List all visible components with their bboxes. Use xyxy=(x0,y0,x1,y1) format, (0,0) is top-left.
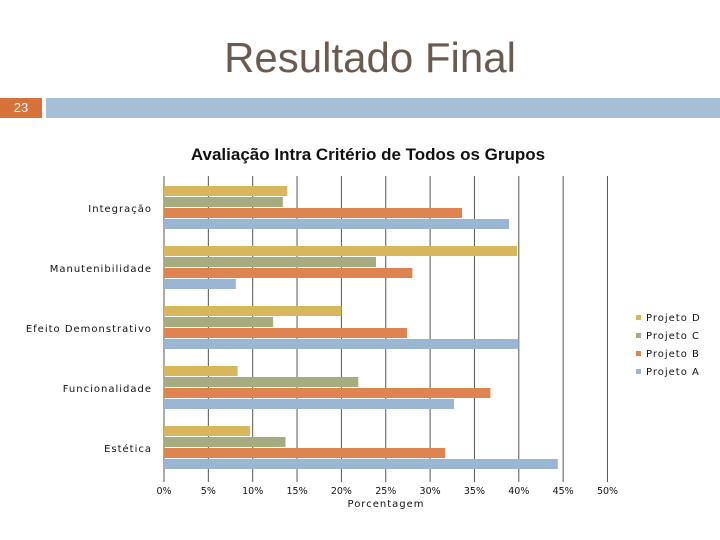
legend: Projeto D Projeto C Projeto B Projeto A xyxy=(636,313,701,378)
slide-number: 23 xyxy=(0,98,42,118)
bar xyxy=(164,268,413,278)
x-tick-label: 50% xyxy=(597,486,618,497)
bar xyxy=(164,279,236,289)
x-tick-label: 40% xyxy=(508,486,529,497)
bar xyxy=(164,459,558,469)
legend-swatch xyxy=(636,315,641,320)
x-tick-label: 35% xyxy=(464,486,485,497)
bar xyxy=(164,197,283,207)
category-label: Manutenibilidade xyxy=(50,264,152,275)
bar xyxy=(164,186,288,196)
bar xyxy=(164,377,359,387)
legend-swatch xyxy=(636,369,641,374)
bar xyxy=(164,339,519,349)
category-labels: Integração Manutenibilidade Efeito Demonst… xyxy=(26,204,152,455)
tick-labels: 0% 5% 10% 15% 20% 25% 30% 35% 40% 45% 50% xyxy=(156,486,618,497)
category-label: Efeito Demonstrativo xyxy=(26,324,152,335)
x-tick-label: 30% xyxy=(420,486,441,497)
slide-title: Resultado Final xyxy=(224,34,516,81)
legend-label: Projeto D xyxy=(646,313,701,324)
category-label: Integração xyxy=(88,204,152,215)
bar xyxy=(164,388,491,398)
category-label: Funcionalidade xyxy=(63,384,152,395)
bar xyxy=(164,328,408,338)
header-bar xyxy=(46,98,720,118)
bar xyxy=(164,257,376,267)
x-tick-label: 0% xyxy=(156,486,171,497)
legend-label: Projeto C xyxy=(646,331,700,342)
category-label: Estética xyxy=(104,443,152,455)
legend-swatch xyxy=(636,333,641,338)
x-axis-label: Porcentagem xyxy=(348,499,425,510)
bar xyxy=(164,437,286,447)
x-tick-label: 15% xyxy=(286,486,307,497)
bar xyxy=(164,317,274,327)
legend-label: Projeto B xyxy=(646,349,700,360)
x-tick-label: 5% xyxy=(201,486,216,497)
x-tick-label: 10% xyxy=(242,486,263,497)
legend-swatch xyxy=(636,351,641,356)
bar xyxy=(164,448,446,458)
bar xyxy=(164,219,510,229)
legend-label: Projeto A xyxy=(646,367,700,378)
x-tick-label: 45% xyxy=(553,486,574,497)
bar xyxy=(164,246,518,256)
chart-title: Avaliação Intra Critério de Todos os Gru… xyxy=(191,145,545,164)
x-tick-label: 25% xyxy=(375,486,396,497)
bar xyxy=(164,426,251,436)
bar xyxy=(164,208,463,218)
bars xyxy=(164,186,558,469)
bar xyxy=(164,306,342,316)
bar xyxy=(164,366,238,376)
x-tick-label: 20% xyxy=(331,486,352,497)
bar xyxy=(164,399,455,409)
